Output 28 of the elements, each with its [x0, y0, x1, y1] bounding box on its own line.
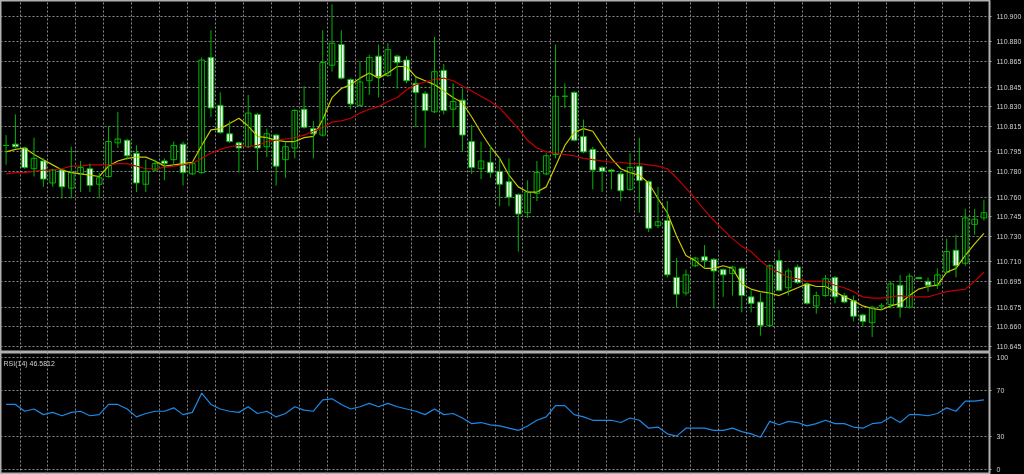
candlestick [663, 200, 671, 278]
candlestick [338, 29, 345, 80]
candlestick [617, 170, 625, 202]
candlestick [170, 141, 178, 166]
candlestick [161, 157, 168, 181]
candlestick [421, 90, 429, 149]
candlestick [915, 276, 923, 280]
line-series [5, 392, 985, 438]
candlestick [226, 120, 233, 144]
candlestick [757, 292, 764, 337]
candlestick [468, 124, 476, 175]
candlestick [95, 172, 103, 199]
candlestick [719, 267, 727, 298]
candlestick [142, 159, 150, 193]
candlestick [496, 156, 503, 207]
candlestick [859, 313, 867, 328]
candlestick [580, 119, 587, 154]
candlestick [812, 291, 820, 315]
candlestick [608, 168, 615, 190]
candlestick [282, 141, 289, 179]
candlestick [971, 208, 978, 236]
candlestick [114, 111, 122, 149]
candlestick [12, 113, 19, 149]
candlestick [701, 244, 708, 269]
candlestick [393, 54, 401, 89]
candlestick [673, 257, 680, 308]
candlestick [542, 152, 550, 176]
candlestick [514, 192, 522, 253]
